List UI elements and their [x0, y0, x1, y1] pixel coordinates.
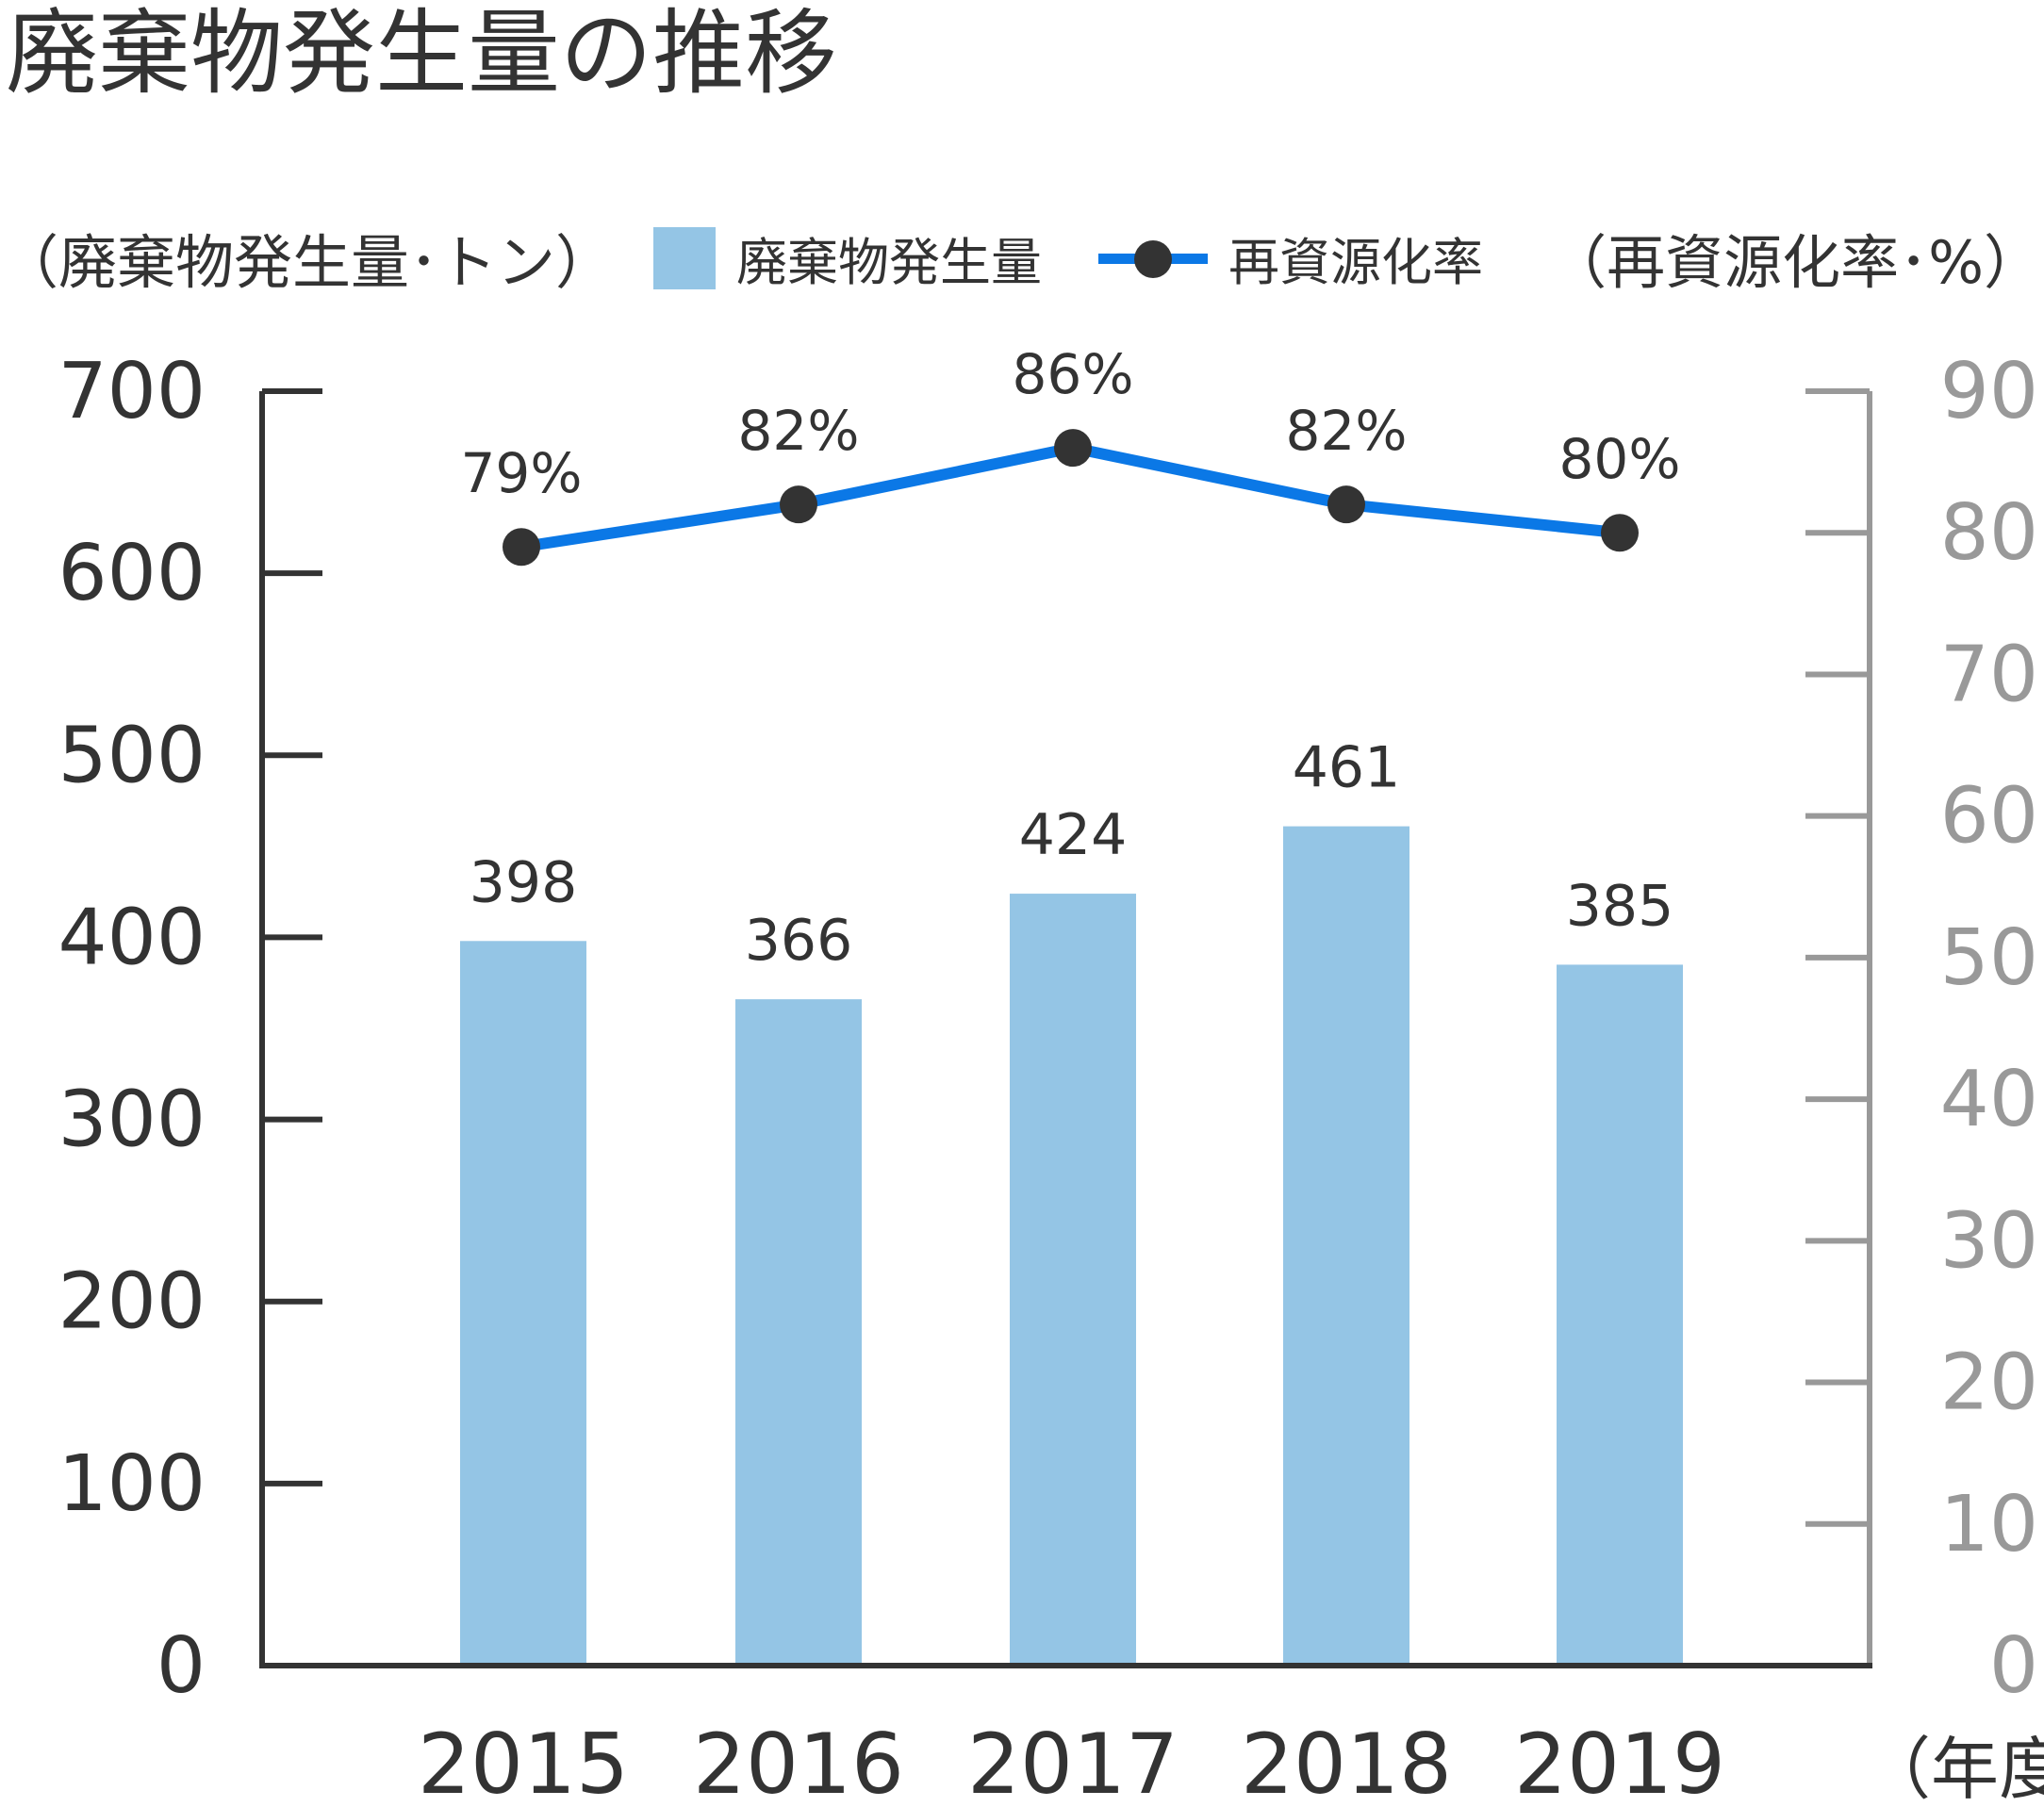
line-value-label-2015: 79%: [461, 441, 583, 505]
right-axis-tick-label: 20: [1940, 1339, 2038, 1428]
line-value-label-2016: 82%: [738, 399, 860, 463]
right-axis-tick-label: 80: [1940, 488, 2038, 578]
x-axis-tick-label: 2016: [693, 1716, 904, 1807]
right-axis-tick-label: 0: [1989, 1621, 2038, 1711]
bar-value-label-2016: 366: [745, 908, 853, 974]
right-axis-unit-label: （再資源化率･%）: [1548, 228, 2042, 297]
x-axis-tick-label: 2019: [1514, 1716, 1725, 1807]
right-axis-tick-label: 10: [1940, 1480, 2038, 1569]
chart-title: 廃棄物発生量の推移: [6, 0, 838, 107]
line-point-2017: [1054, 429, 1092, 468]
legend-item-bar: 廃棄物発生量: [653, 221, 1042, 295]
bar-value-label-2019: 385: [1566, 873, 1674, 939]
legend-item-line: 再資源化率: [1098, 221, 1483, 295]
right-axis-tick-label: 60: [1940, 772, 2038, 862]
bar-2015: [460, 941, 586, 1666]
bar-swatch-icon: [653, 226, 716, 289]
right-axis-tick-label: 50: [1940, 913, 2038, 1003]
line-value-label-2019: 80%: [1559, 427, 1681, 491]
line-point-2019: [1601, 514, 1639, 552]
bar-2017: [1010, 894, 1136, 1666]
left-axis-tick-label: 200: [58, 1257, 206, 1347]
x-axis-unit-label: （年度）: [1863, 1730, 2044, 1807]
legend-line-label: 再資源化率: [1228, 233, 1483, 292]
bar-2019: [1557, 964, 1683, 1666]
left-axis-tick-label: 0: [157, 1621, 206, 1711]
bar-2016: [735, 999, 862, 1666]
left-axis-tick-label: 500: [58, 711, 206, 800]
bar-value-label-2015: 398: [470, 849, 578, 915]
left-axis-tick-label: 100: [58, 1439, 206, 1529]
line-swatch-icon: [1098, 227, 1208, 289]
x-axis-tick-label: 2015: [418, 1716, 629, 1807]
line-value-label-2018: 82%: [1286, 399, 1408, 463]
right-axis-tick-label: 40: [1940, 1055, 2038, 1144]
line-point-2015: [503, 528, 540, 567]
right-axis-tick-label: 70: [1940, 630, 2038, 719]
x-axis-tick-label: 2018: [1241, 1716, 1452, 1807]
line-point-2016: [780, 485, 817, 524]
line-point-2018: [1327, 485, 1365, 524]
left-axis-unit-label: （廃棄物発生量･トン）: [0, 228, 615, 297]
left-axis-tick-label: 700: [58, 347, 206, 436]
left-axis-tick-label: 300: [58, 1076, 206, 1165]
bar-value-label-2017: 424: [1019, 802, 1128, 868]
line-value-label-2017: 86%: [1013, 342, 1134, 406]
legend-bar-label: 廃棄物発生量: [736, 233, 1042, 292]
x-axis-tick-label: 2017: [967, 1716, 1179, 1807]
right-axis-tick-label: 30: [1940, 1196, 2038, 1286]
bar-2018: [1283, 826, 1409, 1666]
right-axis-tick-label: 90: [1940, 347, 2038, 436]
left-axis-tick-label: 400: [58, 893, 206, 982]
left-axis-tick-label: 600: [58, 529, 206, 618]
bar-value-label-2018: 461: [1293, 735, 1401, 801]
